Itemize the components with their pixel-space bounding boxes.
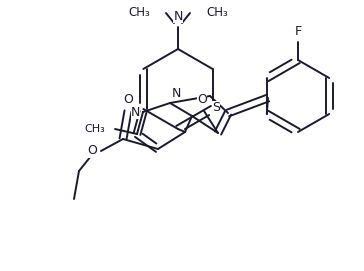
Text: S: S <box>212 101 220 114</box>
Text: O: O <box>87 144 97 157</box>
Text: CH₃: CH₃ <box>84 124 105 134</box>
Text: N: N <box>172 87 181 100</box>
Text: N: N <box>131 105 140 118</box>
Text: F: F <box>294 25 301 38</box>
Text: O: O <box>197 93 207 106</box>
Text: CH₃: CH₃ <box>206 7 228 20</box>
Text: N: N <box>173 10 183 23</box>
Text: O: O <box>123 93 133 106</box>
Text: CH₃: CH₃ <box>128 7 150 20</box>
